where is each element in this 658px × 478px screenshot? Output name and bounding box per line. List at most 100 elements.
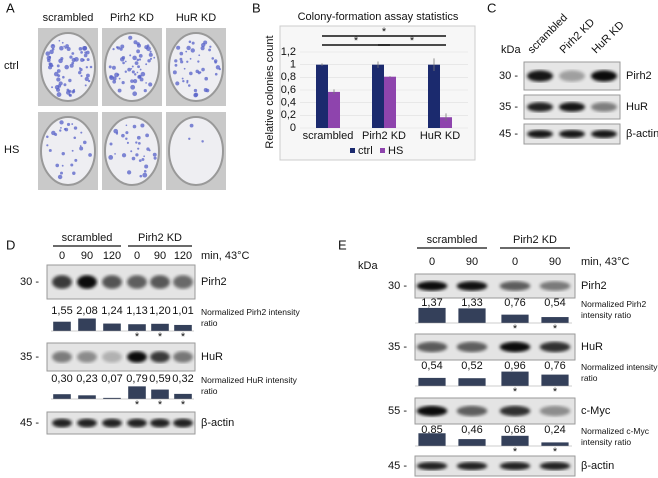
panel-label: E [338,237,347,252]
colony [72,171,76,175]
colony [198,54,201,57]
band [559,70,585,82]
colony [133,40,138,45]
colony [143,169,147,173]
band [102,275,122,289]
protein-label: Pirh2 [201,276,227,288]
protein-label: β-actin [626,128,658,140]
colony [71,123,74,125]
value-label: 0,54 [544,297,565,309]
value-label: 0,54 [421,360,442,372]
colony [85,66,89,69]
quant-bar [53,394,71,399]
colony [179,57,183,61]
colony [147,59,151,63]
band [527,70,553,82]
group-label: Pirh2 KD [513,234,557,246]
colony [57,74,61,78]
bar [428,64,440,128]
band [416,462,448,470]
band [559,102,585,112]
colony [186,60,189,63]
band [416,341,448,353]
band [127,275,147,289]
colony [211,57,215,60]
colony [64,127,69,132]
colony [70,163,74,167]
colony [138,159,142,163]
quant-bar [78,395,96,399]
panel-label: A [6,0,15,15]
colony [189,71,193,76]
colony [125,131,129,135]
band [77,351,97,363]
band [456,341,488,353]
colony [140,123,145,128]
band [591,130,617,138]
colony [131,156,136,161]
blot [414,455,576,477]
group-label: Pirh2 KD [138,232,182,244]
colony [129,54,132,57]
colony [127,67,132,72]
colony [136,49,140,54]
panel-label: B [252,0,261,15]
quant-bar [103,323,121,331]
column-label: HuR KD [176,12,216,24]
significance-star: * [135,331,140,343]
colony [145,133,150,138]
band [52,351,72,363]
quant-bar [53,321,71,331]
colony [58,39,61,42]
value-label: 2,08 [76,305,97,317]
colony [193,92,198,98]
time-label: 90 [466,256,478,268]
colony [72,90,76,93]
significance-star: * [553,446,558,458]
quant-bar [541,374,569,386]
colony [80,74,83,78]
colony [64,64,69,70]
colony [149,57,153,60]
marker-label: 35 - [388,341,407,353]
value-label: 0,59 [149,373,170,385]
colony [197,71,201,75]
value-label: 0,46 [461,424,482,436]
colony [61,41,64,44]
colony [189,57,192,60]
colony [82,140,87,145]
colony [132,91,138,97]
colony [144,164,149,169]
colony [137,65,141,69]
colony [115,132,119,135]
colony [60,171,63,175]
significance-star: * [158,399,163,411]
colony [85,50,90,55]
legend-label: HS [388,145,403,157]
quant-caption: Normalized HuR intensity ratio [201,375,297,396]
colony [56,92,62,97]
colony [131,70,135,74]
quant-bar [418,377,446,386]
colony [145,63,148,66]
y-tick-label: 0 [290,122,296,134]
colony [71,52,75,55]
colony [153,156,157,160]
protein-label: β-actin [581,460,614,472]
quant-bar [541,442,569,446]
panel-label: D [6,237,15,252]
value-label: 1,20 [149,305,170,317]
column-label: Pirh2 KD [110,12,154,24]
colony [48,62,52,66]
colony [125,137,128,141]
colony [172,70,177,75]
colony [61,151,65,156]
value-label: 1,24 [101,305,122,317]
value-label: 0,23 [76,373,97,385]
column-label: scrambled [43,12,94,24]
value-label: 0,32 [172,373,193,385]
bar [328,91,340,128]
protein-label: c-Myc [581,405,611,417]
band [499,281,531,291]
